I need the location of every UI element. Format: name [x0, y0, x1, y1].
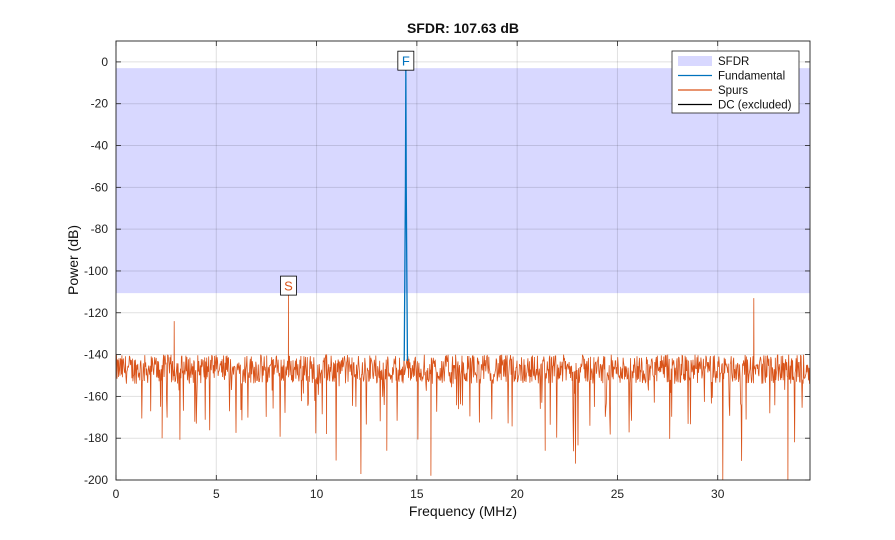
x-tick-label: 10 — [310, 487, 324, 501]
x-axis-label: Frequency (MHz) — [409, 503, 517, 519]
x-tick-label: 0 — [113, 487, 120, 501]
y-axis-label: Power (dB) — [65, 225, 81, 295]
y-tick-label: -140 — [84, 348, 108, 362]
y-tick-label: 0 — [101, 55, 108, 69]
axes-box — [115, 40, 811, 481]
spurs-series-line — [115, 293, 811, 481]
fundamental-marker-label: F — [402, 54, 410, 69]
legend-swatch-sfdr — [678, 56, 712, 66]
y-tick-label: -20 — [91, 97, 109, 111]
y-tick-label: -100 — [84, 264, 108, 278]
chart-title: SFDR: 107.63 dB — [407, 20, 519, 36]
y-tick-label: -200 — [84, 473, 108, 487]
x-tick-label: 20 — [510, 487, 524, 501]
y-tick-label: -120 — [84, 306, 108, 320]
y-tick-label: -40 — [91, 139, 109, 153]
y-tick-label: -80 — [91, 222, 109, 236]
spur-marker-box — [280, 275, 297, 296]
legend-label: SFDR — [718, 56, 749, 68]
x-tick-label: 5 — [213, 487, 220, 501]
y-tick-label: -60 — [91, 180, 109, 194]
x-tick-label: 25 — [611, 487, 625, 501]
x-tick-label: 15 — [410, 487, 424, 501]
fundamental-marker-box — [397, 50, 415, 71]
legend-label: Spurs — [718, 85, 748, 97]
y-tick-label: -180 — [84, 431, 108, 445]
legend-label: Fundamental — [718, 71, 785, 83]
spur-marker-label: S — [284, 279, 293, 294]
y-tick-label: -160 — [84, 389, 108, 403]
x-tick-label: 30 — [711, 487, 725, 501]
legend: SFDR Fundamental Spurs DC (excluded) — [671, 50, 800, 114]
legend-label: DC (excluded) — [718, 100, 792, 112]
